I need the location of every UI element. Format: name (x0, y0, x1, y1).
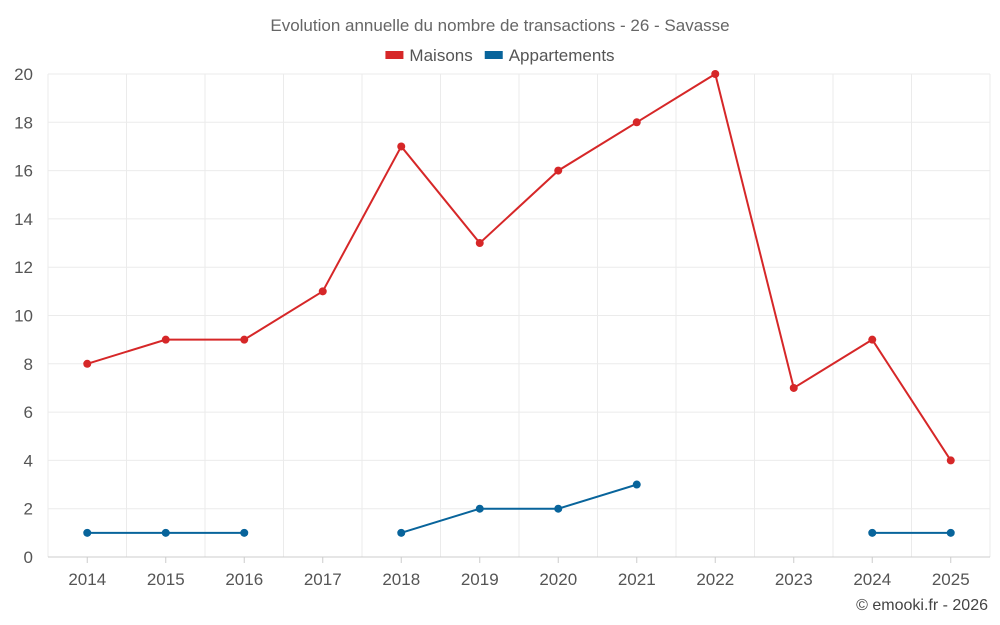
data-point-maisons (161, 335, 170, 344)
data-point-appartements (240, 528, 249, 537)
y-axis: 0 2 4 6 8 10 12 14 16 18 20 (14, 65, 33, 567)
x-tick-label: 2017 (304, 570, 342, 589)
data-point-maisons (397, 142, 406, 151)
data-point-maisons (475, 239, 484, 248)
data-point-maisons (240, 335, 249, 344)
data-point-maisons (711, 70, 720, 78)
series-appartements (83, 480, 955, 537)
legend-label: Appartements (509, 46, 615, 65)
chart-title: Evolution annuelle du nombre de transact… (270, 16, 729, 35)
data-point-appartements (397, 528, 406, 537)
y-tick-label: 10 (14, 307, 33, 326)
data-point-appartements (161, 528, 170, 537)
data-point-maisons (946, 456, 955, 465)
grid (47, 73, 991, 558)
x-tick-label: 2020 (539, 570, 577, 589)
credit-label: © emooki.fr - 2026 (856, 597, 988, 614)
y-tick-label: 20 (14, 65, 33, 84)
y-tick-label: 4 (24, 451, 33, 470)
data-point-appartements (868, 528, 877, 537)
x-tick-label: 2019 (461, 570, 499, 589)
data-point-maisons (868, 335, 877, 344)
x-tick-label: 2024 (853, 570, 891, 589)
x-tick-label: 2022 (696, 570, 734, 589)
y-tick-label: 14 (14, 210, 33, 229)
x-tick-label: 2016 (225, 570, 263, 589)
y-tick-label: 6 (24, 403, 33, 422)
data-point-appartements (554, 504, 563, 513)
y-tick-label: 18 (14, 113, 33, 132)
y-tick-label: 8 (24, 355, 33, 374)
legend: Maisons Appartements (385, 46, 615, 65)
y-tick-label: 2 (24, 500, 33, 519)
legend-label: Maisons (409, 46, 472, 65)
data-point-appartements (475, 504, 484, 513)
legend-swatch (484, 51, 503, 59)
series-line-maisons (86, 72, 952, 461)
data-point-maisons (83, 359, 92, 368)
data-point-maisons (554, 166, 563, 175)
data-point-maisons (632, 118, 641, 127)
legend-swatch (385, 51, 404, 59)
legend-item-appartements: Appartements (484, 46, 615, 65)
y-tick-label: 16 (14, 162, 33, 181)
data-point-maisons (318, 287, 327, 296)
x-tick-label: 2014 (68, 570, 106, 589)
data-point-appartements (946, 528, 955, 537)
y-tick-label: 0 (24, 548, 33, 567)
series-layer (83, 70, 955, 537)
data-point-appartements (632, 480, 641, 489)
x-axis: 2014 2015 2016 2017 2018 2019 2020 2021 2022 2023… (68, 557, 970, 589)
x-tick-label: 2021 (618, 570, 656, 589)
series-line-appartements (400, 483, 638, 534)
x-tick-label: 2015 (147, 570, 185, 589)
data-point-maisons (789, 383, 798, 392)
data-point-appartements (83, 528, 92, 537)
series-maisons (83, 70, 955, 465)
y-tick-label: 12 (14, 258, 33, 277)
x-tick-label: 2025 (932, 570, 970, 589)
legend-item-maisons: Maisons (385, 46, 473, 65)
x-tick-label: 2023 (775, 570, 813, 589)
x-tick-label: 2018 (382, 570, 420, 589)
